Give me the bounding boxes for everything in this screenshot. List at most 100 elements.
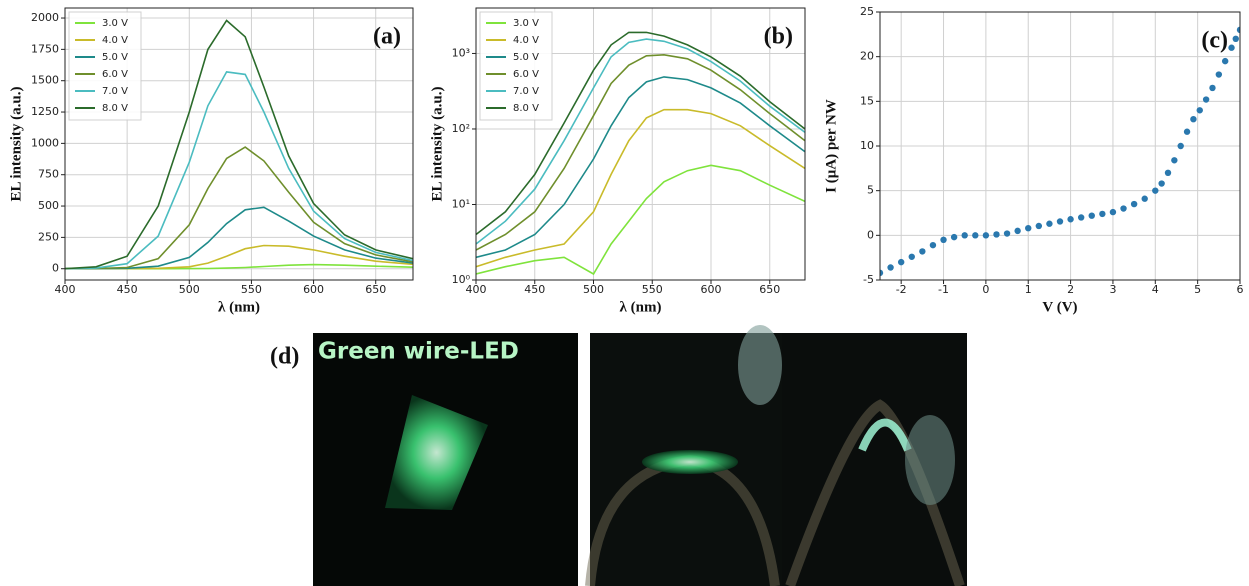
legend-label: 5.0 V	[102, 52, 128, 63]
data-point	[1152, 187, 1159, 194]
data-point	[1003, 230, 1011, 237]
chart: -2 -1 0 1 2 3 4 5 6 -5 0 5 10 15 20 25 (c) V (V) I (μA) pe…	[823, 5, 1243, 315]
x-axis-label: V (V)	[1042, 299, 1077, 315]
series-line	[476, 31, 805, 236]
data-point	[1088, 212, 1095, 219]
y-tick-label: 5	[867, 184, 874, 197]
legend-box	[479, 11, 553, 121]
x-tick-label: 600	[701, 283, 722, 296]
data-point	[1236, 26, 1240, 34]
data-point	[1228, 44, 1235, 51]
data-point	[1025, 224, 1032, 232]
y-tick-label: 20	[860, 50, 874, 63]
data-point	[940, 236, 947, 243]
series-line	[476, 76, 805, 259]
legend-label: 5.0 V	[513, 52, 539, 63]
legend-label: 3.0 V	[102, 18, 128, 29]
y-axis-label: EL intensity (a.u.)	[8, 86, 24, 201]
data-point	[1183, 128, 1191, 135]
series-line	[65, 19, 413, 270]
photo-caption: Green wire-LED	[318, 339, 519, 365]
finger	[738, 325, 782, 405]
data-point	[908, 253, 915, 260]
y-tick-label: 0	[867, 228, 874, 241]
plot-frame	[475, 7, 806, 281]
y-tick-label: 15	[860, 94, 874, 107]
data-point	[919, 248, 926, 255]
panel-label: (d)	[270, 344, 299, 370]
y-tick-label: 1500	[31, 74, 59, 87]
data-point	[961, 232, 968, 239]
y-tick-label: 0	[52, 262, 59, 275]
x-tick-label: 550	[241, 283, 262, 296]
plot-area	[880, 26, 1240, 277]
x-tick-label: -1	[938, 283, 949, 296]
data-point	[972, 232, 979, 239]
data-point	[1177, 142, 1184, 150]
plot-frame	[64, 7, 414, 281]
x-tick-label: 550	[642, 283, 663, 296]
data-point	[1046, 220, 1053, 227]
y-tick-label: 10¹	[452, 197, 470, 210]
data-point	[1158, 180, 1165, 187]
data-point	[1190, 116, 1197, 123]
x-tick-label: 3	[1109, 283, 1116, 296]
panel-label: (b)	[764, 24, 793, 50]
data-point	[1130, 200, 1138, 208]
x-tick-label: 450	[117, 283, 138, 296]
legend-label: 6.0 V	[102, 69, 128, 80]
x-tick-label: 4	[1152, 283, 1159, 296]
data-point	[1014, 227, 1021, 235]
x-axis-label: λ (nm)	[620, 299, 662, 315]
x-tick-label: 2	[1067, 283, 1074, 296]
data-point	[1077, 214, 1085, 221]
y-tick-label: 1250	[31, 105, 59, 118]
x-tick-label: 400	[466, 283, 487, 296]
chart: 400 450 500 550 600 650 10⁰ 10¹ 10² 10³ 3.0 V 4.0 V…	[429, 7, 806, 315]
series-line	[476, 164, 805, 276]
y-tick-label: 10⁰	[452, 273, 471, 286]
legend-label: 8.0 V	[102, 103, 128, 114]
data-point	[1109, 208, 1117, 216]
y-axis-label: I (μA) per NW	[823, 99, 839, 193]
series-line	[65, 146, 413, 270]
legend-label: 7.0 V	[102, 86, 128, 97]
y-tick-label: 10²	[452, 122, 470, 135]
x-tick-label: 5	[1194, 283, 1201, 296]
x-tick-label: -2	[896, 283, 907, 296]
plot-frame	[879, 11, 1241, 281]
x-tick-label: 400	[55, 283, 76, 296]
x-tick-label: 1	[1025, 283, 1032, 296]
data-point	[1215, 71, 1223, 78]
led-glow	[858, 418, 912, 452]
legend-label: 4.0 V	[102, 35, 128, 46]
plot-area	[65, 19, 413, 270]
data-point	[880, 269, 884, 277]
data-point	[1196, 107, 1203, 114]
y-tick-label: 25	[860, 5, 874, 18]
data-point	[1099, 210, 1106, 218]
x-tick-label: 6	[1237, 283, 1244, 296]
x-tick-label: 500	[583, 283, 604, 296]
photo-panel: Green wire-LED (d)	[270, 325, 967, 586]
finger	[905, 415, 955, 505]
y-tick-label: -5	[863, 273, 874, 286]
y-tick-label: 10	[860, 139, 874, 152]
data-point	[1221, 57, 1229, 65]
data-point	[1120, 205, 1127, 212]
data-point	[1171, 157, 1178, 164]
led-glow	[385, 395, 488, 510]
legend-label: 4.0 V	[513, 35, 539, 46]
data-point	[1067, 216, 1074, 223]
data-point	[1209, 84, 1216, 92]
series-line	[476, 53, 805, 251]
y-tick-label: 500	[38, 199, 59, 212]
legend-label: 3.0 V	[513, 18, 539, 29]
y-tick-label: 1000	[31, 136, 59, 149]
series-line	[65, 71, 413, 270]
y-tick-label: 10³	[452, 46, 470, 59]
x-tick-label: 0	[982, 283, 989, 296]
y-tick-label: 250	[38, 230, 59, 243]
chart: 400 450 500 550 600 650 0 250 500 750 1000 1250 1500…	[8, 7, 414, 315]
